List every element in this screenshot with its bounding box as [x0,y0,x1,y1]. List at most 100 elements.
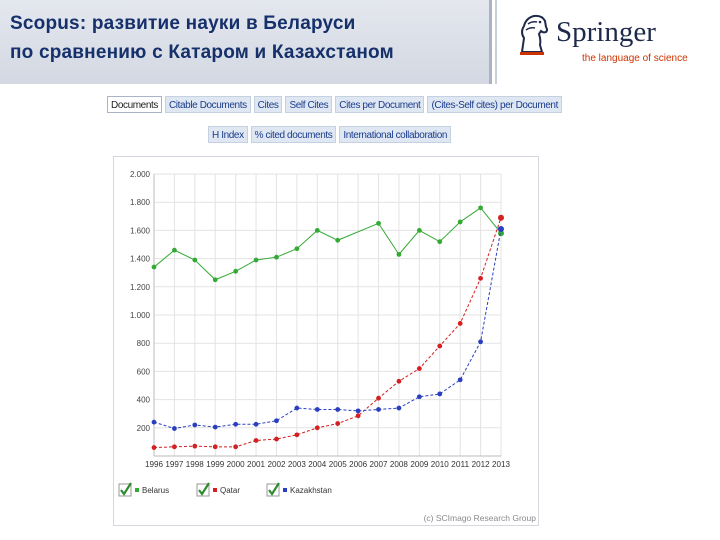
data-point-belarus[interactable] [212,277,218,283]
data-point-belarus[interactable] [172,247,177,253]
data-point-belarus[interactable] [478,205,483,211]
y-tick-labels: 2.000 1.800 1.600 1.400 1.200 1.000 800 600 400 2… [130,170,151,433]
tab-self-cites[interactable]: Self Cites [285,96,333,113]
grid-layer [153,173,502,457]
y-tick-label: 1.600 [130,226,151,235]
data-point-kazakhstan[interactable] [253,421,259,427]
data-point-qatar[interactable] [294,432,300,438]
data-point-kazakhstan[interactable] [437,391,443,397]
y-tick-label: 1.800 [130,198,151,207]
legend-item-kazakhstan[interactable]: Kazakhstan [266,482,332,497]
tab-cited-documents[interactable]: % cited documents [250,126,337,143]
series-layer [151,205,504,450]
header-divider [495,0,497,84]
logo-tagline: the language of science [582,53,688,64]
metric-tabs-row-1: Documents Citable Documents Cites Self Cite… [107,96,562,113]
data-point-kazakhstan[interactable] [314,407,320,412]
data-point-belarus[interactable] [233,268,239,274]
data-point-kazakhstan[interactable] [274,418,279,424]
data-point-kazakhstan[interactable] [376,407,381,412]
tab-cites[interactable]: Cites [253,96,283,113]
data-point-qatar[interactable] [172,444,177,450]
data-point-qatar[interactable] [457,321,463,326]
data-point-qatar[interactable] [478,275,483,281]
series-qatar [151,214,504,450]
title-box: Scopus: развитие науки в Беларуси по сра… [0,0,492,84]
data-point-belarus[interactable] [294,246,300,252]
data-point-kazakhstan[interactable] [151,419,157,425]
data-point-belarus[interactable] [314,228,320,233]
legend-item-qatar[interactable]: Qatar [196,482,240,497]
x-tick-label: 2009 [410,460,429,469]
data-point-kazakhstan[interactable] [212,424,218,430]
data-point-belarus[interactable] [416,228,422,233]
data-point-kazakhstan[interactable] [457,377,463,383]
data-point-qatar[interactable] [376,395,381,401]
tab-cites-self-cites-per-document[interactable]: (Cites-Self cites) per Document [427,96,562,113]
data-point-qatar[interactable] [274,436,279,442]
legend-label-belarus: Belarus [142,486,169,495]
data-point-qatar[interactable] [151,445,157,450]
data-point-kazakhstan[interactable] [498,225,504,232]
data-point-kazakhstan[interactable] [478,339,483,345]
data-point-belarus[interactable] [274,254,279,260]
checkmark-icon [198,482,210,496]
chart-credit: (c) SCImago Research Group [424,513,537,523]
y-tick-label: 2.000 [130,170,151,179]
data-point-belarus[interactable] [192,257,198,263]
logo-name: Springer [556,16,656,48]
data-point-belarus[interactable] [457,219,463,225]
data-point-belarus[interactable] [396,251,402,257]
tab-documents[interactable]: Documents [107,96,162,113]
data-point-kazakhstan[interactable] [294,405,300,411]
tab-citable-documents[interactable]: Citable Documents [164,96,251,113]
data-point-kazakhstan[interactable] [335,407,341,412]
legend: Belarus Qatar Kazakhstan [118,482,332,497]
data-point-kazakhstan[interactable] [355,408,361,414]
data-point-qatar[interactable] [253,438,259,443]
data-point-kazakhstan[interactable] [396,405,402,411]
data-point-qatar[interactable] [396,378,402,384]
series-belarus [151,205,504,283]
x-tick-label: 1999 [206,460,225,469]
data-point-belarus[interactable] [376,220,381,226]
metric-tabs-row-2: H Index% cited documents International co… [208,126,452,143]
data-point-qatar[interactable] [355,413,361,419]
checkmark-icon [120,482,132,496]
slide-header: Scopus: развитие науки в Беларуси по сра… [0,0,720,84]
data-point-qatar[interactable] [192,443,198,449]
data-point-belarus[interactable] [437,239,443,245]
data-point-qatar[interactable] [212,444,218,450]
x-tick-label: 2000 [227,460,246,469]
y-tick-label: 1.000 [130,311,151,320]
data-point-qatar[interactable] [335,421,341,426]
series-line-belarus [153,207,502,281]
x-tick-label: 1996 [145,460,164,469]
data-point-belarus[interactable] [253,257,259,263]
data-point-qatar[interactable] [416,366,422,371]
x-tick-label: 2008 [390,460,409,469]
data-point-kazakhstan[interactable] [192,422,198,428]
legend-item-belarus[interactable]: Belarus [118,482,169,497]
data-point-qatar[interactable] [314,425,320,431]
data-point-qatar[interactable] [437,343,443,349]
tab-h-index[interactable]: H Index [208,126,248,143]
x-tick-label: 2001 [247,460,266,469]
tab-international-collaboration[interactable]: International collaboration [339,126,452,143]
x-tick-label: 2004 [308,460,327,469]
tab-cites-per-document[interactable]: Cites per Document [335,96,425,113]
legend-swatch-belarus [135,488,139,492]
data-point-belarus[interactable] [151,264,157,270]
x-tick-label: 2002 [267,460,286,469]
data-point-kazakhstan[interactable] [172,426,177,431]
data-point-kazakhstan[interactable] [416,394,422,400]
springer-horse-icon [520,14,548,55]
data-point-belarus[interactable] [335,237,341,243]
x-tick-label: 2005 [329,460,348,469]
data-point-qatar[interactable] [233,444,239,450]
springer-logo: Springer the language of science [512,12,712,74]
x-tick-label: 1997 [165,460,184,469]
data-point-kazakhstan[interactable] [233,421,239,427]
checkmark-icon [268,482,280,496]
data-point-qatar[interactable] [498,214,504,221]
